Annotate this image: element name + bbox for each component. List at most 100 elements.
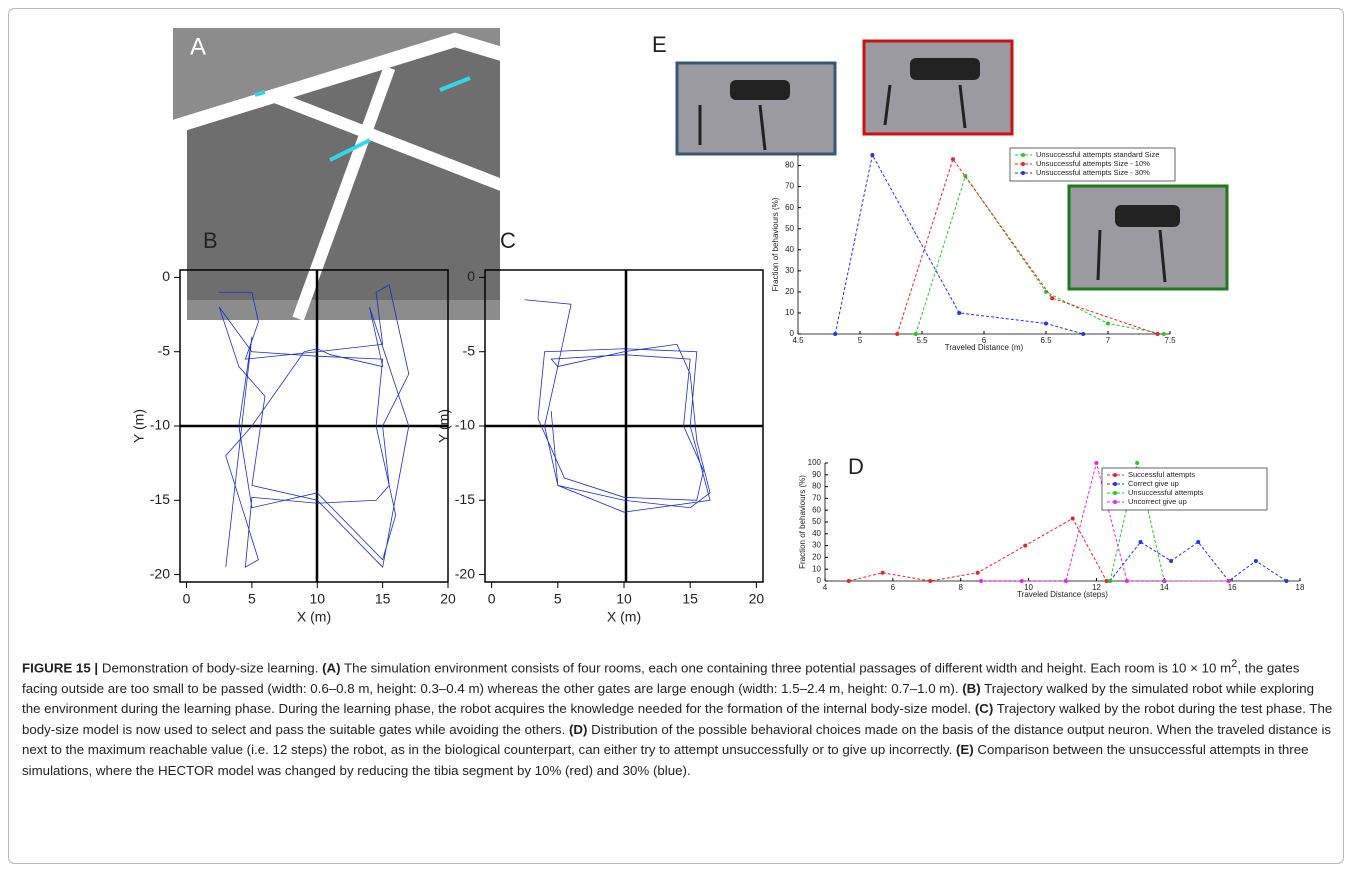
legend-label: Successful attempts xyxy=(1128,470,1195,479)
x-tick-label: 4 xyxy=(823,583,828,592)
point xyxy=(880,570,885,575)
series-line xyxy=(524,299,711,513)
point xyxy=(1108,579,1112,583)
x-tick-label: 7.5 xyxy=(1164,336,1176,345)
x-axis-label: X (m) xyxy=(607,609,641,625)
x-tick-label: 18 xyxy=(1296,583,1305,592)
point xyxy=(1162,579,1167,583)
point xyxy=(1094,461,1099,465)
series-line xyxy=(896,158,1158,335)
caption-text: Trajectory walked by the robot during th… xyxy=(22,701,1333,737)
legend-label: Correct give up xyxy=(1128,479,1179,488)
y-axis-label: Y (m) xyxy=(131,409,147,443)
x-tick-label: 0 xyxy=(183,591,191,607)
x-tick-label: 0 xyxy=(488,591,496,607)
x-tick-label: 12 xyxy=(1092,583,1101,592)
legend-box xyxy=(1009,147,1176,182)
caption-text: (D) xyxy=(568,721,588,737)
x-tick-label: 16 xyxy=(1228,583,1237,592)
y-axis-label: Fraction of behaviours (%) xyxy=(798,475,807,569)
legend-marker xyxy=(1113,491,1117,495)
x-tick-label: 14 xyxy=(1160,583,1169,592)
x-tick-label: 15 xyxy=(375,591,391,607)
legend-label: Unsuccessful attempts Size - 10% xyxy=(1036,159,1150,168)
x-tick-label: 10 xyxy=(1024,583,1033,592)
legend-marker xyxy=(1113,482,1117,486)
point xyxy=(1104,579,1109,583)
robot-image-blue xyxy=(675,61,837,156)
point xyxy=(1070,516,1075,521)
caption-text: (E) xyxy=(955,742,974,758)
y-tick-label: 30 xyxy=(812,541,821,550)
caption-text: Distribution of the possible behavioral … xyxy=(22,721,1332,758)
point xyxy=(1050,296,1055,301)
legend-label: Unsuccessful attempts standard Size xyxy=(1036,150,1159,159)
point xyxy=(1161,332,1166,336)
legend-marker xyxy=(1113,500,1117,504)
point xyxy=(951,157,955,162)
x-tick-label: 15 xyxy=(682,591,698,607)
x-tick-label: 6 xyxy=(982,336,987,345)
legend-box xyxy=(1101,467,1268,511)
y-tick-label: 80 xyxy=(812,482,821,491)
legend-label: Unsuccessful attempts Size - 30% xyxy=(1036,168,1150,177)
x-tick-label: 5 xyxy=(248,591,256,607)
walls xyxy=(180,270,763,582)
point xyxy=(1169,558,1174,563)
robot-image-red xyxy=(862,39,1014,136)
figure: A E4.5 5 5.5 6 6.5 7 7.501020304050607080Trave… xyxy=(131,28,1305,625)
x-axis-label: Traveled Distance (m) xyxy=(945,343,1024,352)
caption-text: (A) xyxy=(322,660,341,676)
x-tick-label: 20 xyxy=(440,591,456,607)
panel-label: E xyxy=(652,32,667,57)
x-tick-label: 7 xyxy=(1106,336,1111,345)
x-tick-label: 5.5 xyxy=(916,336,928,345)
caption-text: , the gates facing outside are too small… xyxy=(22,660,1300,696)
panel-label: D xyxy=(848,454,864,479)
point xyxy=(1124,579,1129,583)
point xyxy=(1063,579,1068,583)
point xyxy=(979,579,984,583)
point xyxy=(963,174,968,179)
y-tick-label: 0 xyxy=(467,268,475,284)
y-axis-label: Fraction of behaviours (%) xyxy=(771,197,780,291)
y-tick-label: 40 xyxy=(812,529,821,538)
y-tick-label: 10 xyxy=(785,308,794,317)
y-tick-label: 70 xyxy=(812,494,821,503)
legend-marker xyxy=(1021,153,1025,157)
x-tick-label: 6 xyxy=(891,583,896,592)
y-tick-label: 20 xyxy=(812,553,821,562)
x-tick-label: 10 xyxy=(616,591,632,607)
legend-label: Unsuccessful attempts xyxy=(1128,488,1204,497)
x-tick-label: 6.5 xyxy=(1040,336,1052,345)
x-tick-label: 5 xyxy=(554,591,562,607)
y-tick-label: -5 xyxy=(463,342,476,358)
caption-text: The simulation environment consists of f… xyxy=(344,660,1232,676)
y-tick-label: 50 xyxy=(812,517,821,526)
y-tick-label: 100 xyxy=(808,458,822,467)
point xyxy=(1023,543,1028,548)
point xyxy=(975,570,980,575)
panel-label: B xyxy=(203,228,218,253)
x-tick-label: 10 xyxy=(309,591,325,607)
caption-text: Trajectory walked by the simulated robot… xyxy=(22,680,1315,717)
y-tick-label: -10 xyxy=(150,417,170,433)
point xyxy=(1196,540,1201,545)
robot-image-green xyxy=(1067,184,1229,291)
point xyxy=(928,579,933,583)
y-tick-label: 0 xyxy=(817,576,822,585)
y-tick-label: 10 xyxy=(812,564,821,573)
legend-marker xyxy=(1113,473,1117,477)
point xyxy=(1284,579,1289,583)
point xyxy=(1138,540,1143,545)
y-tick-label: 0 xyxy=(162,268,170,284)
y-tick-label: 60 xyxy=(812,505,821,514)
y-tick-label: -15 xyxy=(455,491,475,507)
point xyxy=(1155,332,1160,336)
y-tick-label: 40 xyxy=(785,245,794,254)
caption-text: (C) xyxy=(974,701,994,717)
point xyxy=(870,153,875,157)
series-line xyxy=(1109,462,1229,582)
point xyxy=(846,579,851,583)
caption-text: (B) xyxy=(962,680,981,696)
